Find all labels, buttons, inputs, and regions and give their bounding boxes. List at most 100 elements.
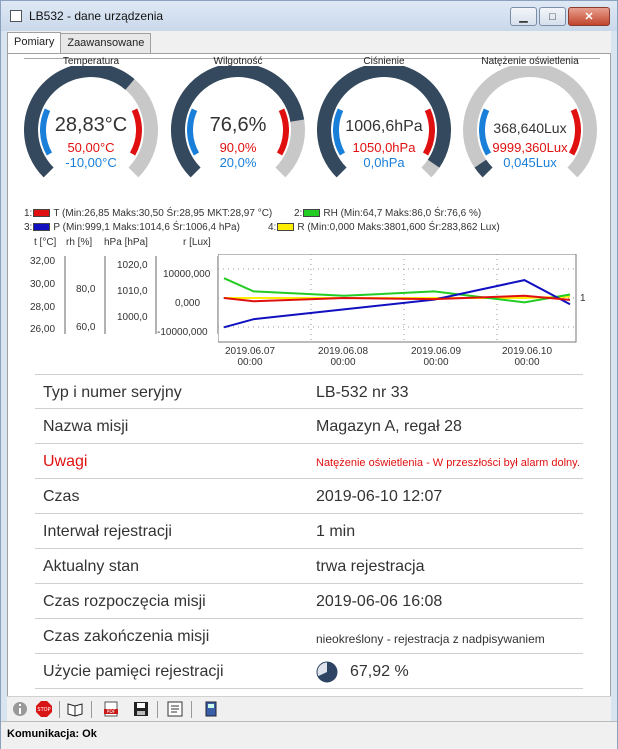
book-icon[interactable] [67,701,83,717]
legend-entry-r[interactable]: 4: R (Min:0,000 Maks:3801,600 Śr:283,862 … [268,222,500,233]
hpa-tick: 1000,0 [117,312,148,323]
bottom-toolbar: STOP PDF [7,696,611,721]
row-value: Magazyn A, regał 28 [316,418,462,435]
row-label: Aktualny stan [43,558,140,575]
memory-pie-icon [316,661,338,683]
svg-text:STOP: STOP [37,707,50,713]
info-row-time: Czas 2019-06-10 12:07 [35,479,583,514]
gauge-max: 1050,0hPa [352,140,416,155]
gauge-pressure: Ciśnienie 1006,6hPa 1050,0hPa 0,0hPa [311,56,457,178]
series-line-rh [223,277,571,304]
info-row-serial: Typ i numer seryjny LB-532 nr 33 [35,374,583,409]
info-icon[interactable] [12,701,28,717]
title-bar[interactable]: LB532 - dane urządzenia ▁ □ ✕ [1,1,617,31]
series-end-marker: 1 [580,293,586,304]
row-value: 2019-06-10 12:07 [316,488,443,505]
client-area: Pomiary Zaawansowane Temperatura 28,83°C… [7,31,611,721]
gauge-min: 20,0% [219,155,257,170]
gauge-max-band [422,108,435,156]
stop-button[interactable]: STOP [36,701,52,717]
legend-num: 2: [294,208,303,219]
gauge-min-band [479,108,492,156]
gauge-max-band [129,108,142,156]
pdf-export-icon[interactable]: PDF [103,701,119,717]
gauge-temperature: Temperatura 28,83°C 50,00°C -10,00°C [18,56,164,178]
legend-text: P (Min:999,1 Maks:1014,6 Śr:1006,4 hPa) [53,222,240,233]
legend-entry-p[interactable]: 3: P (Min:999,1 Maks:1014,6 Śr:1006,4 hPa… [24,222,240,233]
legend-text: RH (Min:64,7 Maks:86,0 Śr:76,6 %) [323,208,482,219]
row-label: Czas [43,488,80,505]
gauge-max: 50,00°C [67,140,115,155]
gauge-dial [463,66,597,178]
row-label: Czas zakończenia misji [43,628,210,645]
date-tick: 2019.06.09 00:00 [410,346,462,368]
row-value: 2019-06-06 16:08 [316,593,443,610]
row-label: Uwagi [43,453,88,470]
row-label: Czas rozpoczęcia misji [43,593,206,610]
row-label: Użycie pamięci rejestracji [43,663,224,680]
legend-swatch [303,208,321,217]
report-icon[interactable] [167,701,183,717]
series-line-t [223,294,571,303]
t-tick: 28,00 [30,302,56,313]
row-value: 1 min [316,523,356,540]
info-row-mission-start: Czas rozpoczęcia misji 2019-06-06 16:08 [35,584,583,619]
info-row-state: Aktualny stan trwa rejestracja [35,549,583,584]
svg-text:PDF: PDF [107,709,116,715]
info-row-memory: Użycie pamięci rejestracji 67,92 % [35,654,583,689]
maximize-button[interactable]: □ [539,7,566,26]
axis-label-hpa: hPa [hPa] [104,237,148,248]
legend-swatch [277,222,295,231]
legend-swatch [33,222,51,231]
gauge-track [463,66,597,178]
gauge-illuminance: Natężenie oświetlenia 368,640Lux 9999,36… [457,56,603,178]
info-row-mission-name: Nazwa misji Magazyn A, regał 28 [35,409,583,444]
series-line-p [223,279,571,329]
gauge-humidity: Wilgotność 76,6% 90,0% 20,0% [165,56,311,178]
row-label: Interwał rejestracji [43,523,172,540]
toolbar-separator [91,701,92,718]
tab-zaawansowane[interactable]: Zaawansowane [60,33,152,53]
save-icon[interactable] [133,701,149,717]
minimize-button[interactable]: ▁ [510,7,537,26]
date-tick: 2019.06.08 00:00 [317,346,369,368]
gauge-fill [474,159,493,178]
gauge-value: 28,83°C [54,114,128,136]
gauge-dial [317,66,451,178]
close-button[interactable]: ✕ [568,7,610,26]
tab-pomiary[interactable]: Pomiary [7,32,62,54]
legend-swatch [33,208,51,217]
row-value: 67,92 % [350,663,409,680]
gauge-min: 0,045Lux [503,155,557,170]
gauge-min: -10,00°C [65,155,117,170]
trend-chart[interactable] [218,254,578,344]
t-tick: 30,00 [30,279,56,290]
rh-tick: 80,0 [76,284,96,295]
gauge-label: Natężenie oświetlenia [481,56,579,67]
gauge-value: 1006,6hPa [345,118,423,135]
gauge-label: Wilgotność [213,56,263,67]
gauge-min-band [333,108,346,156]
row-value: Natężenie oświetlenia - W przeszłości by… [316,457,580,469]
legend-entry-t[interactable]: 1: T (Min:26,85 Maks:30,50 Śr:28,95 MKT:2… [24,208,272,219]
gauge-label: Temperatura [62,56,120,67]
axis-label-rh: rh [%] [66,237,93,248]
gauge-fill [317,66,451,178]
measurements-page: Temperatura 28,83°C 50,00°C -10,00°C Wil… [7,53,611,721]
row-value: LB-532 nr 33 [316,384,409,401]
status-text: Komunikacja: Ok [7,728,97,740]
legend-entry-rh[interactable]: 2: RH (Min:64,7 Maks:86,0 Śr:76,6 %) [294,208,481,219]
app-icon [10,10,22,22]
gauge-label: Ciśnienie [363,56,405,67]
tab-bar: Pomiary Zaawansowane [7,32,152,54]
legend-text: T (Min:26,85 Maks:30,50 Śr:28,95 MKT:28,… [53,208,273,219]
info-row-mission-end: Czas zakończenia misji nieokreślony - re… [35,619,583,654]
info-row-interval: Interwał rejestracji 1 min [35,514,583,549]
device-icon[interactable] [203,701,219,717]
row-label: Nazwa misji [43,418,129,435]
gauge-max-band [276,108,289,156]
toolbar-separator [59,701,60,718]
axis-label-t: t [°C] [34,237,57,248]
status-bar: Komunikacja: Ok [1,721,617,749]
